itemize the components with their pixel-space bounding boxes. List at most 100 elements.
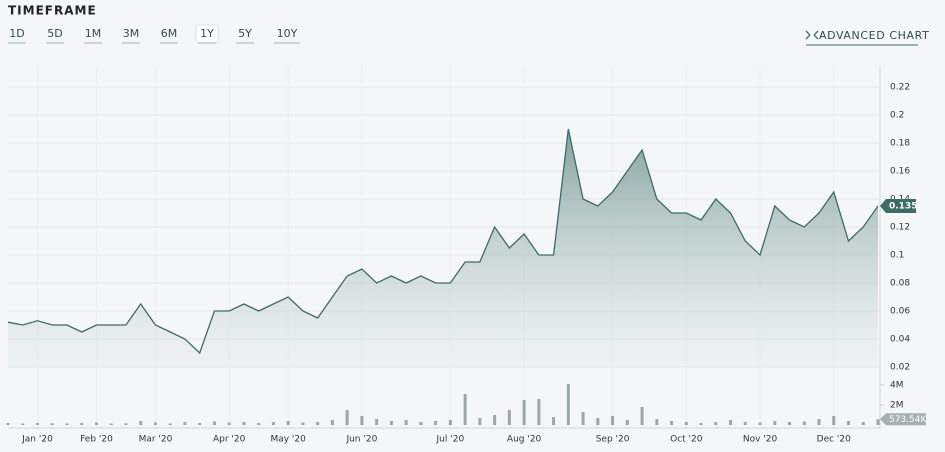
volume-bar bbox=[183, 422, 187, 425]
volume-bar bbox=[478, 418, 482, 425]
volume-bar bbox=[212, 421, 216, 425]
range-button[interactable]: 1M bbox=[84, 27, 102, 44]
range-button[interactable]: 1Y bbox=[195, 24, 219, 44]
volume-bar bbox=[198, 423, 202, 425]
x-tick-label: Dec '20 bbox=[817, 435, 851, 445]
expand-icon bbox=[805, 30, 819, 40]
volume-bar bbox=[124, 423, 128, 425]
y-tick-label: 0.18 bbox=[890, 139, 910, 149]
volume-bar bbox=[817, 419, 821, 425]
advanced-chart-label[interactable]: ADVANCED CHART bbox=[819, 29, 929, 42]
volume-bar bbox=[242, 422, 246, 425]
x-tick-label: Mar '20 bbox=[139, 435, 173, 445]
volume-bar bbox=[625, 420, 629, 425]
last-price-tag bbox=[880, 199, 916, 213]
x-tick-label: Nov '20 bbox=[743, 435, 778, 445]
volume-bar bbox=[670, 421, 674, 425]
volume-bar bbox=[330, 420, 334, 425]
volume-tick-label: 4M bbox=[890, 381, 904, 391]
volume-tick-label: 2M bbox=[890, 401, 904, 411]
y-tick-label: 0.08 bbox=[890, 279, 910, 289]
x-tick-label: Oct '20 bbox=[670, 435, 703, 445]
range-button[interactable]: 6M bbox=[160, 27, 178, 44]
volume-bar bbox=[699, 423, 703, 425]
y-tick-label: 0.12 bbox=[890, 223, 910, 233]
volume-bar bbox=[788, 422, 792, 425]
range-label[interactable]: 10Y bbox=[277, 27, 298, 40]
volume-bar bbox=[493, 415, 497, 425]
volume-bar bbox=[448, 420, 452, 425]
volume-bar bbox=[153, 422, 157, 425]
range-button[interactable]: 5Y bbox=[236, 27, 254, 44]
volume-bar bbox=[404, 420, 408, 425]
volume-bar bbox=[611, 416, 615, 425]
range-label[interactable]: 1M bbox=[85, 27, 102, 40]
volume-bar bbox=[714, 422, 718, 425]
y-tick-label: 0.02 bbox=[890, 363, 910, 373]
price-line bbox=[7, 128, 879, 355]
y-tick-label: 0.16 bbox=[890, 167, 910, 177]
volume-bar bbox=[522, 400, 526, 425]
y-tick-label: 0.22 bbox=[890, 83, 910, 93]
range-label[interactable]: 1Y bbox=[200, 27, 214, 40]
range-label[interactable]: 3M bbox=[123, 27, 140, 40]
y-tick-label: 0.06 bbox=[890, 307, 910, 317]
volume-bar bbox=[21, 423, 25, 425]
x-tick-label: Jun '20 bbox=[345, 435, 377, 445]
y-tick-label: 0.2 bbox=[890, 111, 904, 121]
volume-bar bbox=[507, 410, 511, 425]
volume-bar bbox=[847, 421, 851, 425]
range-button[interactable]: 3M bbox=[122, 27, 140, 44]
volume-bar bbox=[876, 419, 880, 425]
volume-bar bbox=[35, 423, 39, 425]
y-tick-label: 0.04 bbox=[890, 335, 910, 345]
volume-bar bbox=[861, 422, 865, 425]
volume-bar bbox=[80, 423, 84, 425]
range-label[interactable]: 6M bbox=[161, 27, 178, 40]
volume-bar bbox=[65, 423, 69, 425]
volume-bar bbox=[345, 410, 349, 425]
volume-bar bbox=[743, 422, 747, 425]
volume-bar bbox=[684, 422, 688, 425]
range-button[interactable]: 10Y bbox=[274, 27, 300, 44]
range-button[interactable]: 5D bbox=[46, 27, 64, 44]
volume-bar bbox=[802, 421, 806, 425]
volume-bar bbox=[50, 423, 54, 425]
volume-bar bbox=[655, 419, 659, 425]
volume-label: 573.54K bbox=[889, 415, 927, 425]
volume-bar bbox=[139, 421, 143, 425]
volume-bar bbox=[773, 421, 777, 425]
volume-bar bbox=[301, 422, 305, 425]
volume-bar bbox=[316, 422, 320, 425]
x-tick-label: Apr '20 bbox=[213, 435, 246, 445]
range-button[interactable]: 1D bbox=[8, 27, 26, 44]
volume-bar bbox=[389, 421, 393, 425]
range-label[interactable]: 5D bbox=[47, 27, 62, 40]
volume-bar bbox=[168, 423, 172, 425]
x-tick-label: Sep '20 bbox=[596, 435, 630, 445]
volume-bar bbox=[94, 422, 98, 425]
volume-bar bbox=[257, 423, 261, 425]
volume-bar bbox=[434, 421, 438, 425]
volume-bar bbox=[832, 416, 836, 425]
volume-bar bbox=[271, 422, 275, 425]
volume-bar bbox=[286, 421, 290, 425]
price-area bbox=[8, 129, 878, 367]
volume-bar bbox=[552, 417, 556, 425]
volume-bar bbox=[375, 419, 379, 425]
volume-bar bbox=[758, 422, 762, 425]
volume-bar bbox=[463, 394, 467, 425]
x-tick-label: Feb '20 bbox=[80, 435, 113, 445]
volume-bar bbox=[729, 420, 733, 425]
volume-bar bbox=[419, 422, 423, 425]
volume-bar bbox=[360, 416, 364, 425]
x-tick-label: May '20 bbox=[270, 435, 306, 445]
x-tick-label: Jan '20 bbox=[21, 435, 53, 445]
volume-bar bbox=[640, 407, 644, 425]
x-tick-label: Jul '20 bbox=[436, 435, 465, 445]
advanced-chart[interactable]: ADVANCED CHART bbox=[805, 29, 929, 46]
volume-bar bbox=[6, 423, 10, 425]
range-label[interactable]: 1D bbox=[9, 27, 24, 40]
range-label[interactable]: 5Y bbox=[238, 27, 252, 40]
